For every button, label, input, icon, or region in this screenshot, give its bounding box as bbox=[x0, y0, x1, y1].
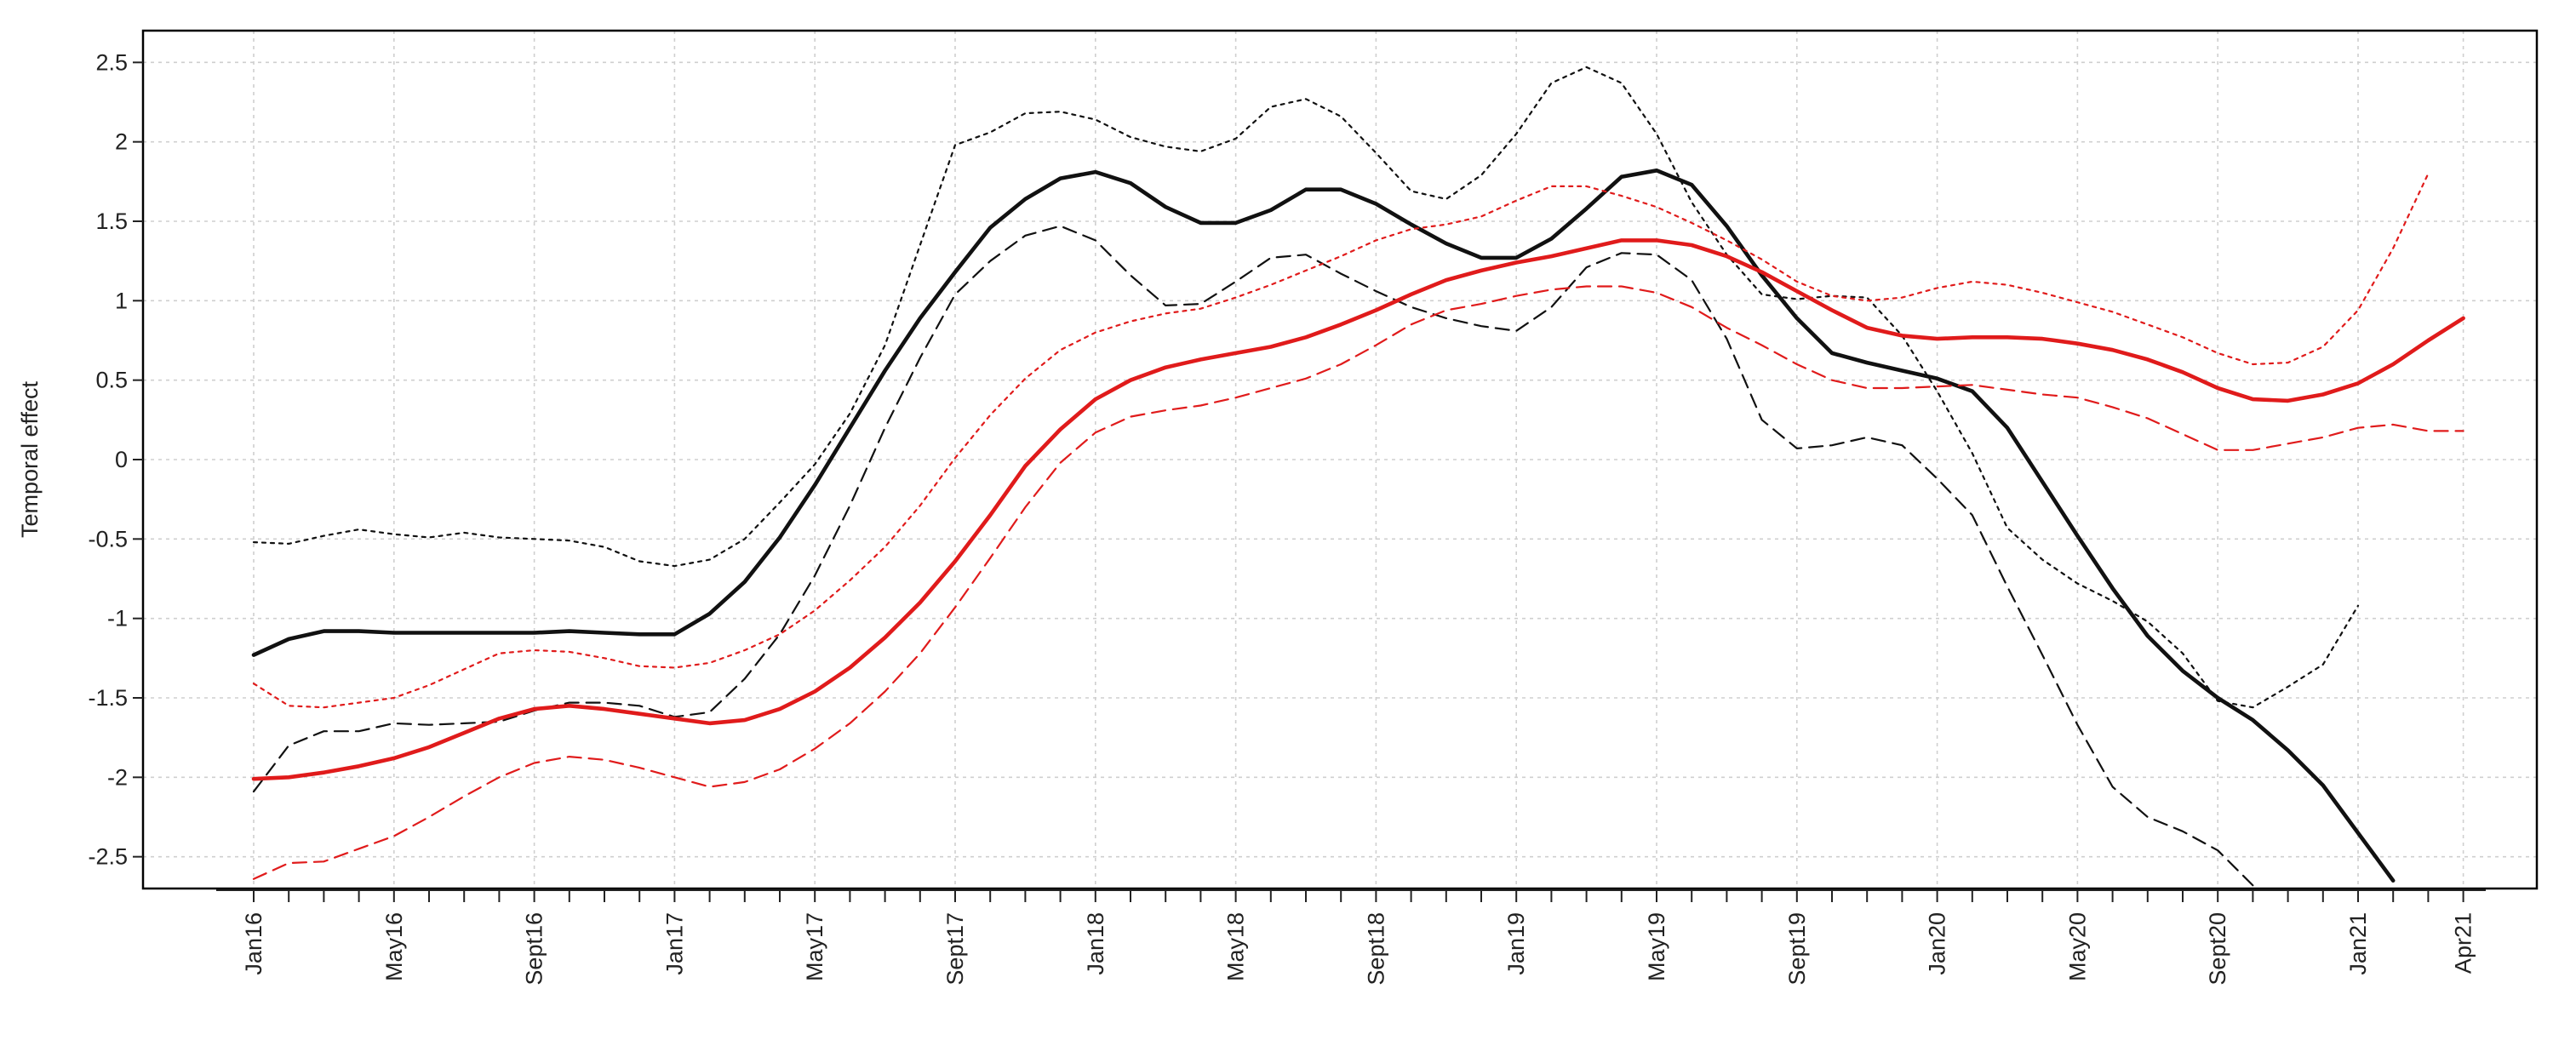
series-line-red-estimate bbox=[251, 238, 2465, 781]
y-tick-label: 0 bbox=[115, 447, 128, 472]
series-line-black-estimate bbox=[251, 169, 2396, 883]
x-tick-label: Jan18 bbox=[1083, 912, 1108, 975]
x-tick-label: Jan16 bbox=[241, 912, 266, 975]
series-line-red-upper-bound bbox=[252, 172, 2430, 709]
y-tick-label: -2.5 bbox=[88, 844, 128, 870]
y-tick-label: 2.5 bbox=[95, 49, 128, 75]
y-tick-label: 1 bbox=[115, 288, 128, 313]
x-tick-label: May20 bbox=[2064, 912, 2090, 981]
x-tick-label: May16 bbox=[381, 912, 407, 981]
y-axis-title: Temporal effect bbox=[17, 380, 43, 538]
x-tick-label: Sept16 bbox=[522, 912, 547, 986]
y-tick-label: 1.5 bbox=[95, 209, 128, 234]
y-tick-label: -0.5 bbox=[88, 526, 128, 551]
x-tick-label: Jan21 bbox=[2345, 912, 2371, 975]
x-tick-label: May18 bbox=[1223, 912, 1249, 981]
x-tick-label: Jan19 bbox=[1503, 912, 1529, 975]
series-layer bbox=[251, 66, 2465, 887]
x-tick-label: Sept17 bbox=[942, 912, 968, 986]
y-axis: 2.5 2 1.5 1 0.5 0 -0.5 -1 -1.5 -2 -2.5 bbox=[88, 49, 143, 870]
y-tick-label: 2 bbox=[115, 129, 128, 155]
y-tick-label: -1 bbox=[107, 606, 128, 631]
series-line-black-upper-bound bbox=[252, 66, 2360, 709]
x-tick-label: May17 bbox=[802, 912, 827, 981]
x-tick-label: Apr21 bbox=[2451, 912, 2476, 974]
y-tick-label: 0.5 bbox=[95, 368, 128, 393]
x-tick-label: Jan17 bbox=[661, 912, 687, 975]
series-line-black-lower-bound bbox=[252, 225, 2254, 887]
x-tick-label: Jan20 bbox=[1925, 912, 1950, 975]
y-tick-label: -1.5 bbox=[88, 685, 128, 711]
series-line-red-lower-bound bbox=[252, 285, 2464, 880]
grid-layer bbox=[143, 31, 2537, 889]
x-tick-label: Sept18 bbox=[1363, 912, 1388, 986]
x-axis: Jan16 May16 Sept16 Jan17 May17 Sept17 Jan18 May… bbox=[216, 889, 2486, 986]
x-tick-label: Sept20 bbox=[2205, 912, 2230, 986]
y-tick-label: -2 bbox=[107, 764, 128, 790]
x-tick-label: Sept19 bbox=[1784, 912, 1810, 986]
x-tick-label: May19 bbox=[1644, 912, 1669, 981]
